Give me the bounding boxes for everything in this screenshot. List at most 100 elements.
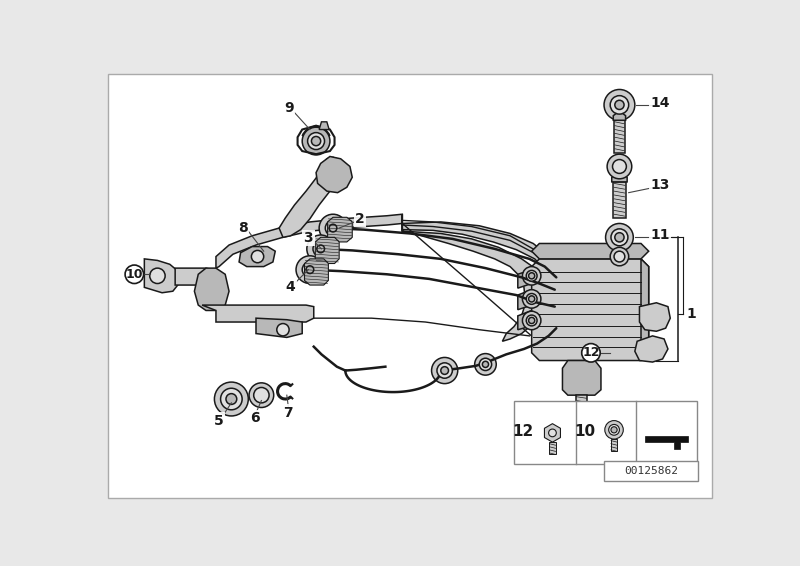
Circle shape: [474, 354, 496, 375]
Circle shape: [311, 136, 321, 145]
Circle shape: [296, 256, 324, 284]
Circle shape: [249, 383, 274, 408]
Polygon shape: [518, 290, 532, 310]
Text: 14: 14: [650, 96, 670, 110]
Text: 7: 7: [283, 406, 293, 420]
Text: 2: 2: [355, 212, 365, 226]
Circle shape: [329, 224, 337, 232]
Circle shape: [615, 100, 624, 109]
Bar: [514, 401, 698, 464]
Circle shape: [604, 89, 635, 121]
Circle shape: [609, 424, 619, 435]
Circle shape: [529, 273, 534, 279]
Polygon shape: [562, 361, 601, 395]
Circle shape: [482, 361, 489, 367]
Polygon shape: [518, 269, 532, 288]
Polygon shape: [532, 259, 649, 361]
Circle shape: [319, 214, 347, 242]
Text: 11: 11: [650, 228, 670, 242]
Circle shape: [326, 220, 341, 236]
Polygon shape: [402, 224, 541, 341]
Circle shape: [306, 266, 314, 273]
Circle shape: [437, 363, 452, 378]
Circle shape: [226, 393, 237, 405]
Circle shape: [615, 233, 624, 242]
Polygon shape: [202, 305, 314, 322]
Polygon shape: [305, 259, 328, 285]
Circle shape: [549, 429, 556, 437]
Text: 1: 1: [686, 307, 696, 321]
Text: 9: 9: [284, 101, 294, 115]
Text: 00125862: 00125862: [624, 466, 678, 475]
Polygon shape: [575, 395, 587, 414]
Polygon shape: [175, 268, 216, 285]
Circle shape: [614, 251, 625, 262]
Text: 10: 10: [574, 424, 595, 439]
Circle shape: [251, 250, 264, 263]
Circle shape: [610, 96, 629, 114]
Circle shape: [254, 388, 269, 403]
Circle shape: [313, 241, 328, 256]
Text: 8: 8: [238, 221, 248, 235]
Polygon shape: [402, 214, 549, 272]
Polygon shape: [256, 318, 302, 337]
Text: 10: 10: [126, 268, 143, 281]
Circle shape: [431, 358, 458, 384]
Polygon shape: [144, 259, 179, 293]
Polygon shape: [614, 182, 626, 218]
Circle shape: [479, 358, 492, 371]
Circle shape: [125, 265, 143, 284]
Circle shape: [317, 245, 325, 253]
Polygon shape: [635, 336, 668, 362]
Circle shape: [526, 294, 537, 305]
Polygon shape: [194, 268, 229, 311]
Bar: [604, 461, 698, 481]
Text: 5: 5: [214, 414, 224, 427]
Circle shape: [607, 154, 632, 179]
Polygon shape: [315, 237, 339, 264]
Text: 3: 3: [303, 231, 313, 245]
Circle shape: [522, 267, 541, 285]
Text: 6: 6: [250, 411, 259, 425]
Circle shape: [529, 318, 534, 324]
Polygon shape: [611, 439, 617, 451]
Polygon shape: [316, 156, 352, 192]
Polygon shape: [239, 247, 275, 267]
Polygon shape: [645, 436, 688, 449]
Polygon shape: [550, 442, 555, 454]
Polygon shape: [216, 214, 402, 268]
Polygon shape: [279, 157, 342, 237]
Circle shape: [307, 132, 325, 149]
Polygon shape: [612, 173, 627, 182]
Circle shape: [611, 229, 628, 246]
Polygon shape: [319, 122, 329, 130]
Text: 13: 13: [650, 178, 670, 192]
Polygon shape: [532, 243, 649, 259]
Circle shape: [582, 344, 600, 362]
Text: 12: 12: [513, 424, 534, 439]
Polygon shape: [614, 111, 626, 121]
Circle shape: [221, 388, 242, 410]
Text: 12: 12: [582, 346, 600, 359]
Circle shape: [522, 311, 541, 330]
Circle shape: [302, 127, 330, 155]
Text: 4: 4: [286, 280, 295, 294]
Circle shape: [610, 247, 629, 266]
Polygon shape: [641, 259, 649, 361]
Circle shape: [277, 324, 289, 336]
Polygon shape: [614, 121, 625, 153]
Circle shape: [605, 421, 623, 439]
Polygon shape: [545, 424, 561, 442]
Circle shape: [526, 271, 537, 281]
Circle shape: [150, 268, 165, 284]
Circle shape: [522, 290, 541, 308]
Circle shape: [307, 235, 334, 263]
Polygon shape: [328, 217, 352, 242]
Circle shape: [611, 427, 617, 433]
Circle shape: [606, 224, 634, 251]
Circle shape: [529, 296, 534, 302]
Circle shape: [441, 367, 449, 374]
Polygon shape: [518, 311, 532, 330]
Polygon shape: [639, 303, 670, 331]
Circle shape: [526, 315, 537, 326]
